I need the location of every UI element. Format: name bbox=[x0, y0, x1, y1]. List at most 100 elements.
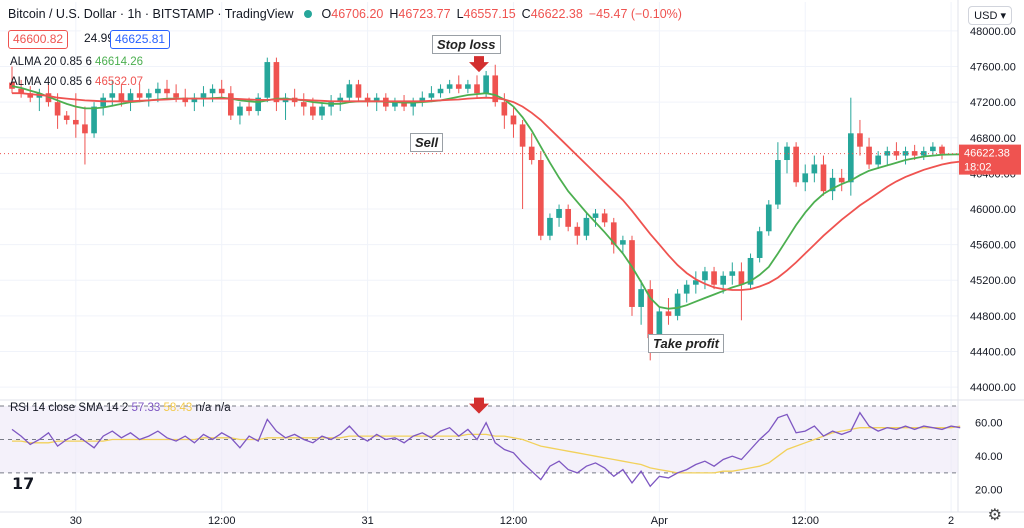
candle-body bbox=[738, 271, 745, 285]
rsi-legend[interactable]: RSI 14 close SMA 14 2 57.33 58.43 n/a n/… bbox=[10, 402, 231, 414]
candle-body bbox=[419, 97, 426, 103]
symbol-title[interactable]: Bitcoin / U.S. Dollar · 1h · BITSTAMP · … bbox=[8, 7, 294, 21]
high-label: H bbox=[389, 7, 399, 21]
time-tick-label: 12:00 bbox=[500, 515, 528, 527]
candle-body bbox=[319, 106, 325, 116]
candle-body bbox=[847, 133, 854, 183]
price-tick-label: 47200.00 bbox=[970, 97, 1016, 109]
rsi-tick-label: 60.00 bbox=[975, 418, 1003, 430]
candle-body bbox=[939, 146, 945, 154]
candle-body bbox=[9, 82, 15, 89]
candle-body bbox=[373, 97, 380, 103]
price-tick-label: 44800.00 bbox=[970, 311, 1016, 323]
sell-price-button[interactable]: 46600.82 bbox=[8, 30, 69, 49]
candle-body bbox=[428, 93, 435, 98]
close-value: 46622.38 bbox=[530, 7, 583, 21]
last-price-label: 46622.38 bbox=[964, 148, 1010, 160]
price-tick-label: 48000.00 bbox=[970, 26, 1016, 38]
candle-body bbox=[364, 97, 371, 103]
stop-loss-annotation: Stop loss bbox=[432, 35, 501, 54]
rsi-tick-label: 20.00 bbox=[975, 485, 1003, 497]
candle-body bbox=[674, 293, 681, 316]
change-value: −45.47 (−0.10%) bbox=[588, 7, 682, 21]
spread-value: 24.99 bbox=[80, 30, 119, 47]
candle-body bbox=[747, 257, 754, 285]
gear-icon[interactable]: ⚙ bbox=[987, 507, 1002, 524]
candle-body bbox=[547, 217, 553, 236]
candle-body bbox=[838, 177, 845, 183]
candle-body bbox=[729, 271, 736, 276]
rsi-na-2: n/a bbox=[214, 402, 231, 414]
alma20-value: 46614.26 bbox=[95, 56, 144, 68]
candle-body bbox=[118, 93, 125, 103]
price-tick-label: 46800.00 bbox=[970, 133, 1016, 145]
high-value: 46723.77 bbox=[398, 7, 451, 21]
candle-body bbox=[610, 222, 617, 245]
candle-body bbox=[465, 84, 471, 89]
close-label: C bbox=[521, 7, 531, 21]
price-tick-label: 44400.00 bbox=[970, 346, 1016, 358]
time-tick-label: 12:00 bbox=[791, 515, 819, 527]
candle-body bbox=[784, 146, 790, 161]
candle-body bbox=[620, 240, 626, 245]
rsi-sma-value: 58.43 bbox=[163, 402, 193, 414]
candle-body bbox=[82, 124, 88, 134]
buy-price-button[interactable]: 46625.81 bbox=[110, 30, 171, 49]
candle-body bbox=[18, 88, 24, 94]
candle-body bbox=[255, 97, 262, 112]
alma40-legend[interactable]: ALMA 40 0.85 6 46532.07 bbox=[10, 76, 143, 88]
candle-body bbox=[54, 102, 61, 116]
candle-body bbox=[63, 115, 70, 120]
time-tick-label: Apr bbox=[651, 515, 668, 527]
candle-body bbox=[310, 106, 316, 116]
take-profit-annotation: Take profit bbox=[648, 334, 724, 353]
candle-body bbox=[683, 284, 690, 294]
tradingview-logo: 𝟭𝟳 bbox=[12, 476, 35, 493]
sell-arrow-icon bbox=[469, 56, 489, 73]
candle-body bbox=[501, 102, 508, 116]
candle-body bbox=[692, 280, 699, 285]
candle-body bbox=[455, 84, 462, 89]
candle-body bbox=[182, 97, 189, 103]
chevron-down-icon: ▾ bbox=[1000, 10, 1006, 22]
candle-body bbox=[519, 124, 526, 147]
alma20-label: ALMA 20 0.85 6 bbox=[10, 56, 92, 68]
rsi-na-1: n/a bbox=[195, 402, 212, 414]
candle-body bbox=[237, 106, 243, 116]
candle-body bbox=[173, 93, 179, 98]
candle-body bbox=[884, 151, 891, 156]
candle-body bbox=[793, 146, 799, 183]
candle-body bbox=[72, 119, 79, 125]
low-value: 46557.15 bbox=[463, 7, 516, 21]
candle-body bbox=[483, 75, 489, 94]
candle-body bbox=[510, 115, 517, 125]
candle-body bbox=[264, 62, 271, 98]
candle-body bbox=[246, 106, 252, 112]
candle-body bbox=[337, 97, 344, 103]
price-tick-label: 46000.00 bbox=[970, 204, 1016, 216]
candle-body bbox=[601, 213, 608, 223]
candle-body bbox=[91, 106, 97, 134]
candle-body bbox=[164, 88, 170, 94]
alma40-value: 46532.07 bbox=[95, 76, 144, 88]
candle-body bbox=[492, 75, 499, 103]
candle-body bbox=[355, 84, 362, 98]
candle-body bbox=[209, 88, 216, 94]
currency-select[interactable]: USD ▾ bbox=[968, 6, 1012, 25]
price-tick-label: 47600.00 bbox=[970, 62, 1016, 74]
price-tick-label: 45600.00 bbox=[970, 240, 1016, 252]
candle-body bbox=[474, 84, 480, 94]
alma20-legend[interactable]: ALMA 20 0.85 6 46614.26 bbox=[10, 56, 143, 68]
open-value: 46706.20 bbox=[331, 7, 384, 21]
candle-body bbox=[528, 146, 535, 161]
candle-body bbox=[401, 102, 407, 107]
time-tick-label: 12:00 bbox=[208, 515, 236, 527]
candle-body bbox=[565, 209, 572, 227]
candle-body bbox=[857, 133, 863, 147]
candle-body bbox=[720, 275, 727, 285]
candle-body bbox=[592, 213, 599, 218]
candle-body bbox=[437, 88, 444, 94]
alma20-line bbox=[11, 85, 961, 310]
candle-body bbox=[702, 271, 708, 281]
